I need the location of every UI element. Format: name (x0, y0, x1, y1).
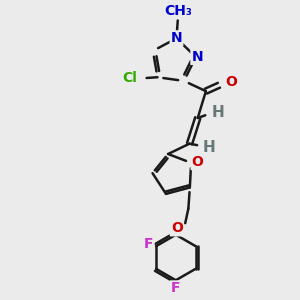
Text: H: H (211, 105, 224, 120)
Text: O: O (225, 74, 237, 88)
Text: Cl: Cl (122, 71, 137, 85)
Text: F: F (144, 237, 154, 251)
Text: H: H (203, 140, 216, 155)
Text: N: N (191, 50, 203, 64)
Text: F: F (170, 281, 180, 296)
Text: CH₃: CH₃ (165, 4, 193, 18)
Text: N: N (171, 31, 182, 45)
Text: O: O (171, 221, 183, 235)
Text: O: O (192, 155, 203, 169)
